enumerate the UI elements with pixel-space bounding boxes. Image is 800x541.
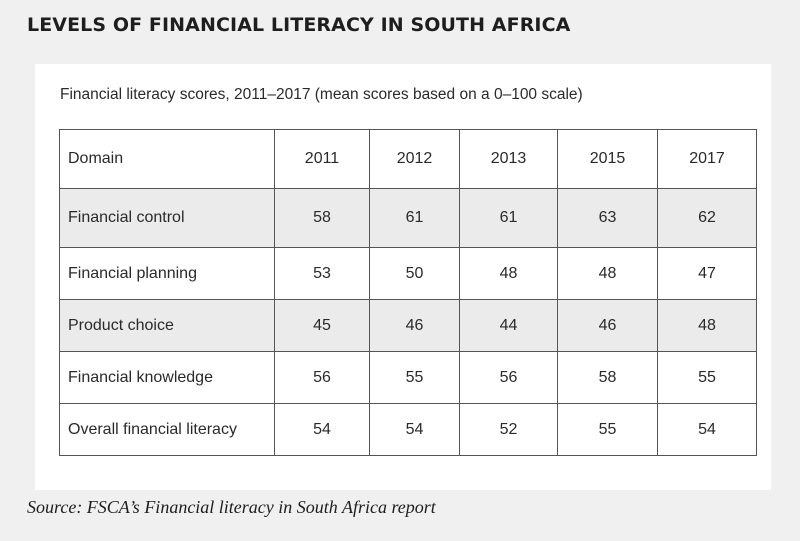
table-row-overall-financial-literacy: Overall financial literacy 54 54 52 55 5… [59,403,757,456]
table-row-financial-knowledge: Financial knowledge 56 55 56 58 55 [59,351,757,404]
column-header-2012: 2012 [369,129,460,189]
score-cell: 44 [459,299,558,352]
score-cell: 62 [657,188,757,248]
table-panel: Financial literacy scores, 2011–2017 (me… [35,64,771,490]
column-header-2017: 2017 [657,129,757,189]
score-cell: 47 [657,247,757,300]
score-cell: 54 [369,403,460,456]
score-cell: 56 [459,351,558,404]
score-cell: 52 [459,403,558,456]
score-cell: 46 [557,299,658,352]
row-label: Financial control [59,188,275,248]
score-cell: 55 [557,403,658,456]
score-cell: 50 [369,247,460,300]
column-header-2011: 2011 [274,129,370,189]
row-label: Financial knowledge [59,351,275,404]
header-row: Domain 2011 2012 2013 2015 2017 [59,129,757,189]
row-label: Overall financial literacy [59,403,275,456]
score-cell: 48 [557,247,658,300]
score-cell: 58 [557,351,658,404]
source-note: Source: FSCA’s Financial literacy in Sou… [27,497,436,517]
score-cell: 53 [274,247,370,300]
score-cell: 63 [557,188,658,248]
score-cell: 45 [274,299,370,352]
score-cell: 48 [657,299,757,352]
score-cell: 61 [459,188,558,248]
score-cell: 61 [369,188,460,248]
column-header-domain: Domain [59,129,275,189]
score-cell: 48 [459,247,558,300]
score-cell: 46 [369,299,460,352]
table-row-financial-planning: Financial planning 53 50 48 48 47 [59,247,757,300]
page-title: LEVELS OF FINANCIAL LITERACY IN SOUTH AF… [27,14,571,36]
score-cell: 55 [657,351,757,404]
table-row-financial-control: Financial control 58 61 61 63 62 [59,188,757,248]
score-cell: 54 [657,403,757,456]
row-label: Product choice [59,299,275,352]
column-header-2013: 2013 [459,129,558,189]
score-cell: 55 [369,351,460,404]
table-row-product-choice: Product choice 45 46 44 46 48 [59,299,757,352]
score-cell: 54 [274,403,370,456]
row-label: Financial planning [59,247,275,300]
column-header-2015: 2015 [557,129,658,189]
financial-literacy-table: Domain 2011 2012 2013 2015 2017 Financia… [59,129,757,456]
score-cell: 58 [274,188,370,248]
table-title: Financial literacy scores, 2011–2017 (me… [60,86,583,103]
score-cell: 56 [274,351,370,404]
